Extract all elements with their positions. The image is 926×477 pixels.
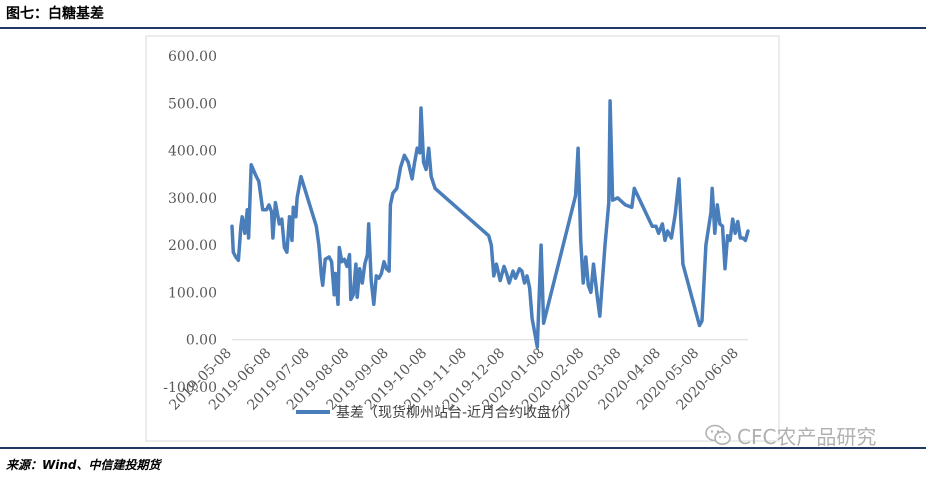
y-tick-label: 100.00 bbox=[168, 285, 217, 301]
y-tick-label: 200.00 bbox=[168, 238, 217, 254]
watermark-text: CFC农产品研究 bbox=[737, 424, 877, 449]
watermark: CFC农产品研究 bbox=[705, 423, 877, 449]
y-tick-label: 600.00 bbox=[168, 49, 217, 65]
top-rule bbox=[0, 27, 926, 29]
figure-title: 图七：白糖基差 bbox=[6, 6, 104, 22]
basis-line-chart: 600.00 500.00 400.00 300.00 200.00 100.00 0.00… bbox=[145, 35, 780, 442]
y-tick-label: 400.00 bbox=[168, 144, 217, 160]
y-tick-label: 0.00 bbox=[186, 333, 217, 349]
legend-label: 基差（现货柳州站台-近月合约收盘价） bbox=[336, 404, 579, 421]
legend[interactable]: 基差（现货柳州站台-近月合约收盘价） bbox=[296, 404, 579, 421]
chart-area-border bbox=[145, 35, 780, 442]
series-layer bbox=[230, 99, 750, 349]
source-note: 来源：Wind、中信建投期货 bbox=[6, 458, 161, 472]
y-tick-label: 300.00 bbox=[168, 191, 217, 207]
y-tick-label: -100.00 bbox=[163, 380, 217, 396]
series-line-basis bbox=[230, 99, 750, 349]
wechat-icon bbox=[705, 424, 731, 445]
y-tick-label: 500.00 bbox=[168, 96, 217, 112]
bottom-rule bbox=[0, 447, 926, 449]
